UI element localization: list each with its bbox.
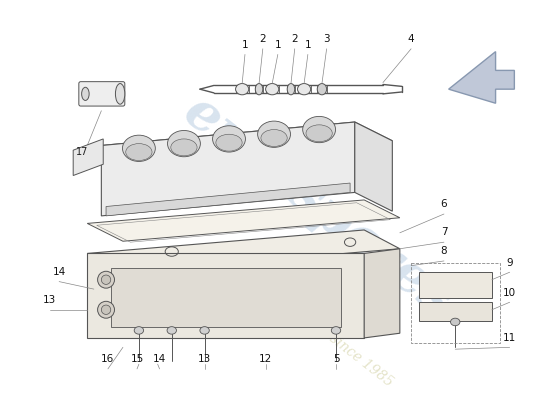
Ellipse shape — [298, 84, 311, 95]
Polygon shape — [73, 139, 103, 176]
Bar — [419, 272, 492, 298]
Ellipse shape — [168, 130, 200, 157]
Ellipse shape — [257, 121, 290, 147]
Text: 9: 9 — [507, 258, 513, 268]
Ellipse shape — [126, 144, 152, 160]
Ellipse shape — [235, 84, 249, 95]
Ellipse shape — [97, 271, 114, 288]
Text: 14: 14 — [153, 354, 166, 364]
Text: 1: 1 — [305, 40, 311, 50]
Text: 3: 3 — [323, 34, 330, 44]
Text: 1: 1 — [274, 40, 281, 50]
Ellipse shape — [317, 84, 327, 95]
Text: 11: 11 — [503, 333, 516, 343]
Text: 5: 5 — [333, 354, 339, 364]
Text: 1: 1 — [241, 40, 248, 50]
Polygon shape — [364, 249, 400, 338]
Ellipse shape — [81, 87, 89, 100]
Text: 13: 13 — [43, 295, 56, 305]
Ellipse shape — [171, 139, 197, 156]
Ellipse shape — [213, 126, 245, 152]
Ellipse shape — [123, 135, 155, 162]
Ellipse shape — [450, 318, 460, 326]
Ellipse shape — [116, 84, 125, 104]
Text: 15: 15 — [130, 354, 144, 364]
Text: 14: 14 — [52, 267, 66, 277]
Polygon shape — [106, 183, 350, 216]
Ellipse shape — [216, 134, 242, 151]
Polygon shape — [87, 230, 400, 272]
FancyBboxPatch shape — [79, 82, 125, 106]
Polygon shape — [449, 52, 514, 103]
Text: 2: 2 — [292, 34, 298, 44]
Ellipse shape — [200, 327, 210, 334]
Ellipse shape — [261, 130, 287, 146]
Text: 4: 4 — [408, 34, 414, 44]
Ellipse shape — [101, 275, 111, 284]
Ellipse shape — [306, 125, 332, 142]
Polygon shape — [87, 254, 364, 338]
Polygon shape — [101, 122, 355, 216]
Ellipse shape — [97, 301, 114, 318]
Ellipse shape — [101, 305, 111, 314]
Text: 2: 2 — [260, 34, 266, 44]
Ellipse shape — [302, 116, 336, 143]
Ellipse shape — [331, 327, 340, 334]
Text: 16: 16 — [101, 354, 114, 364]
Ellipse shape — [287, 84, 295, 95]
Text: 6: 6 — [441, 199, 447, 209]
Bar — [419, 302, 492, 321]
Text: a passion for parts since 1985: a passion for parts since 1985 — [220, 248, 395, 390]
Ellipse shape — [266, 84, 279, 95]
Ellipse shape — [134, 327, 144, 334]
Ellipse shape — [255, 84, 263, 95]
Polygon shape — [111, 268, 340, 327]
Text: 12: 12 — [259, 354, 272, 364]
Text: eurospares: eurospares — [173, 86, 461, 327]
Ellipse shape — [167, 327, 177, 334]
Polygon shape — [87, 200, 400, 241]
Bar — [411, 263, 501, 343]
Text: 7: 7 — [441, 228, 447, 238]
Polygon shape — [101, 122, 392, 164]
Text: 10: 10 — [503, 288, 516, 298]
Text: 17: 17 — [76, 147, 89, 157]
Text: 13: 13 — [198, 354, 211, 364]
Polygon shape — [355, 122, 392, 211]
Text: 8: 8 — [441, 246, 447, 256]
